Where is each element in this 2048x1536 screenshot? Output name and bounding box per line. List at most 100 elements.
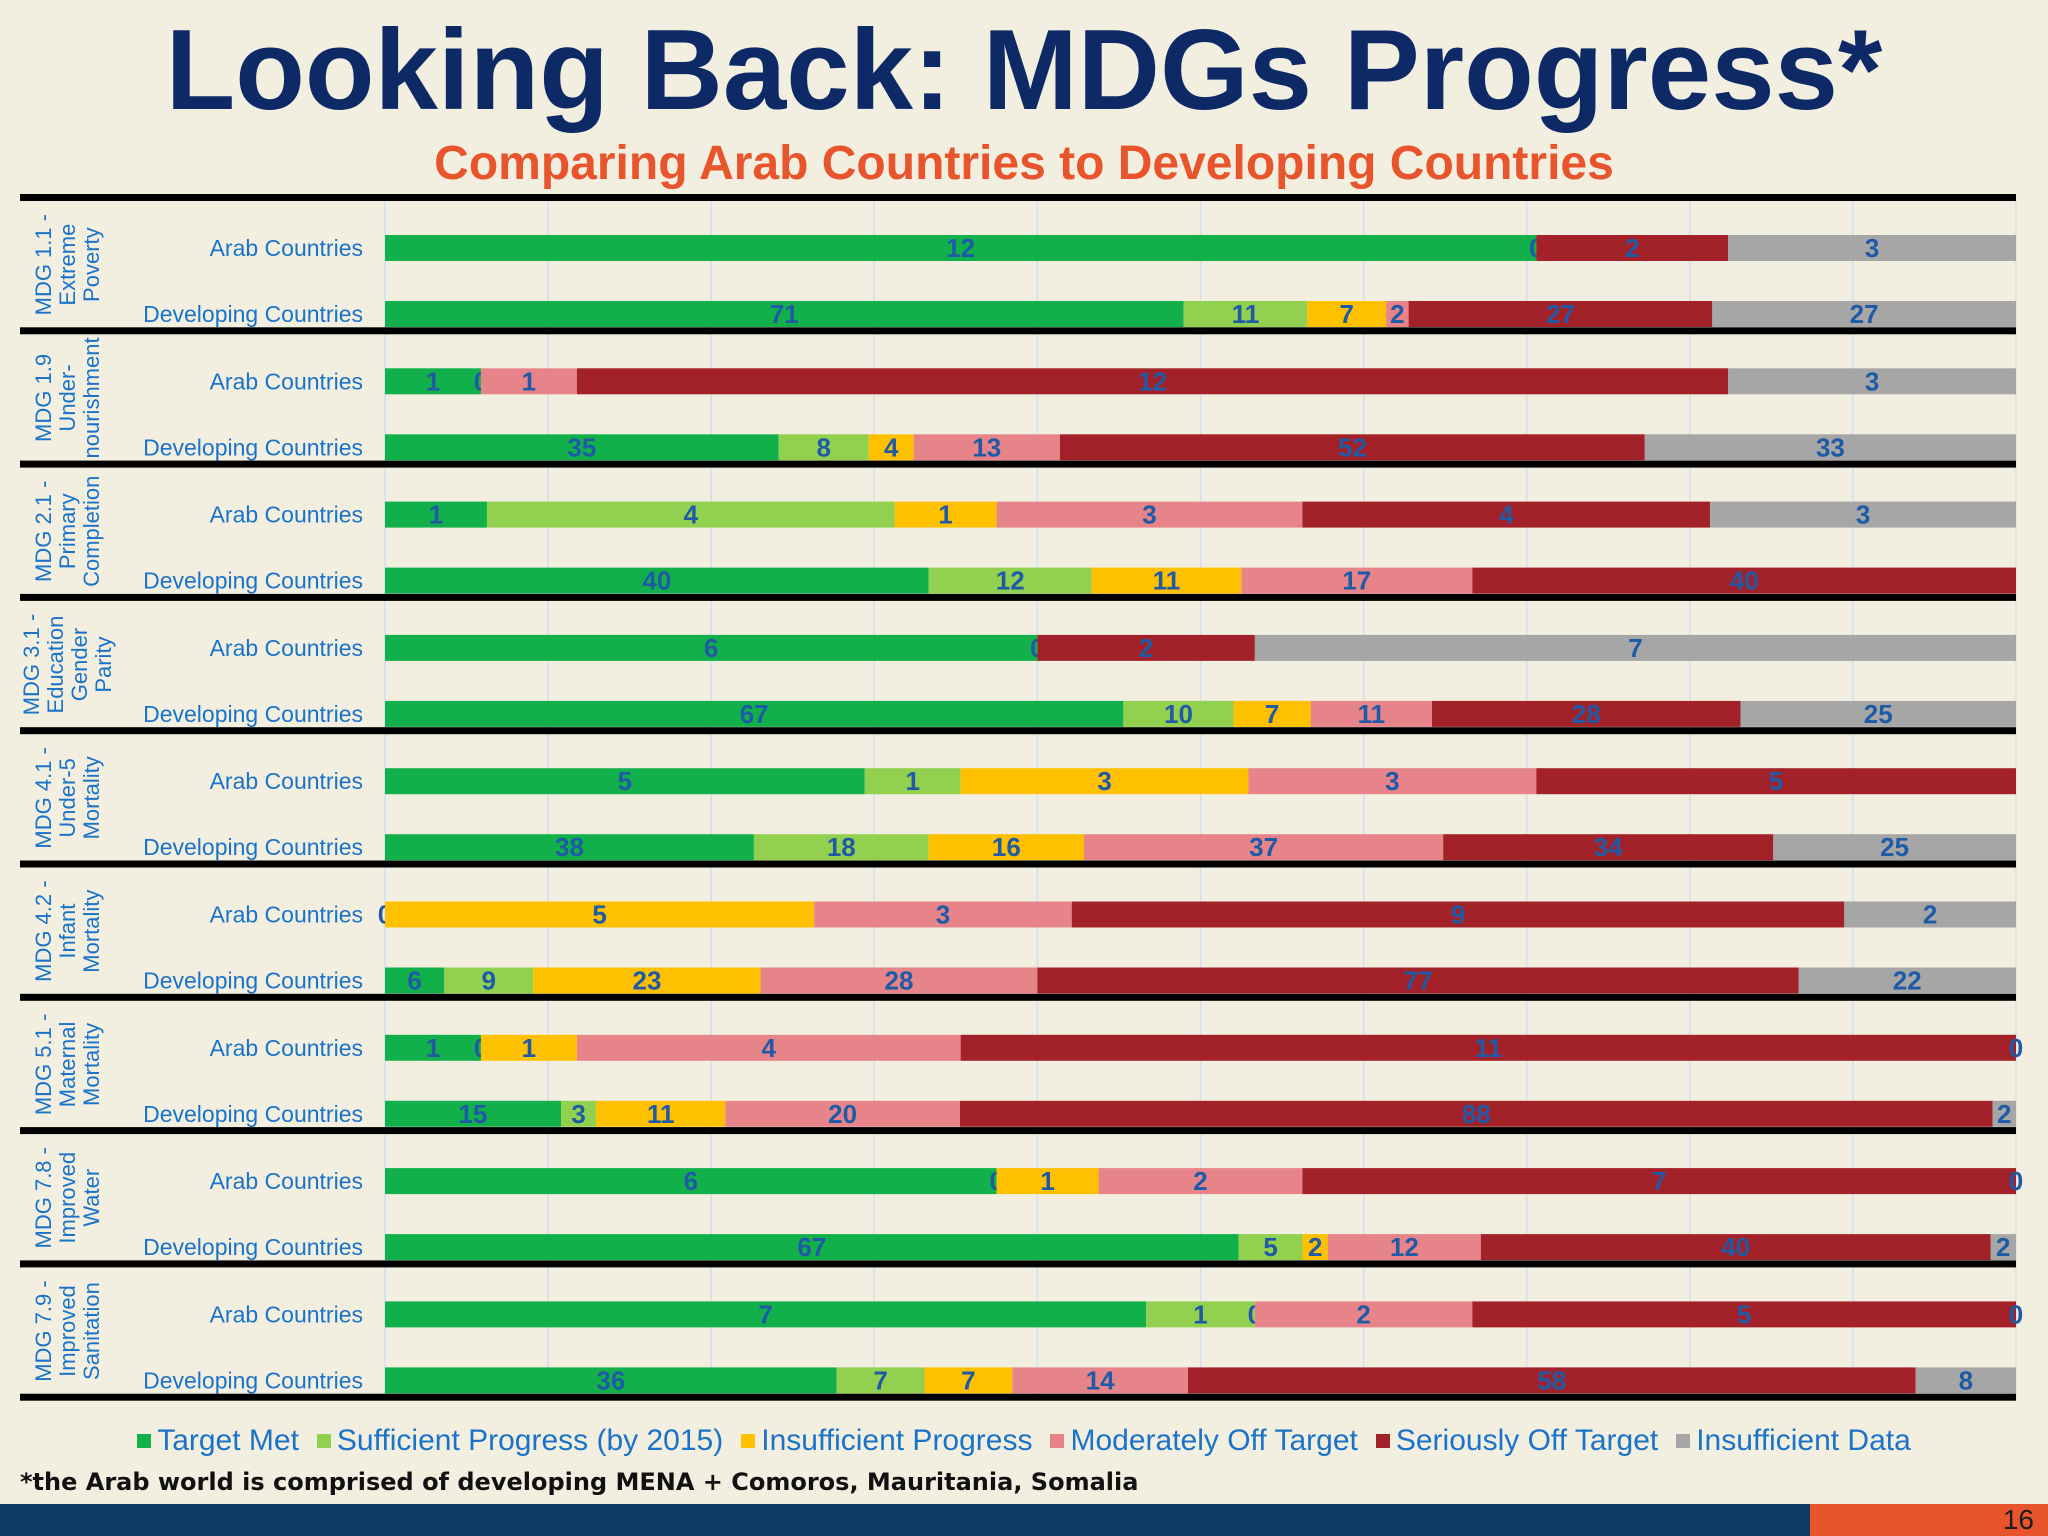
row-label: Developing Countries xyxy=(143,1234,363,1260)
data-label: 11 xyxy=(647,1099,675,1129)
group-label: MDG 4.1 -Under-5Mortality xyxy=(31,747,104,848)
data-label: 0 xyxy=(2009,1299,2023,1329)
group-separator xyxy=(20,860,2016,868)
group-separator xyxy=(20,593,2016,601)
bar-segment xyxy=(1472,1301,2016,1328)
data-label: 3 xyxy=(1142,500,1156,530)
legend-swatch xyxy=(316,1434,331,1448)
data-label: 2 xyxy=(1139,633,1153,663)
bar-segment xyxy=(385,368,481,395)
bar-segment xyxy=(1254,1301,1473,1328)
data-label: 4 xyxy=(884,432,899,462)
bar-segment xyxy=(1844,901,2016,928)
data-label: 5 xyxy=(1737,1299,1751,1329)
data-label: 2 xyxy=(1308,1232,1322,1262)
data-label: 2 xyxy=(1997,1099,2011,1129)
bar-segment xyxy=(1740,700,2016,727)
bar-segment xyxy=(385,1234,1239,1261)
row-label: Developing Countries xyxy=(143,301,363,327)
row-label: Developing Countries xyxy=(143,568,363,594)
data-label: 5 xyxy=(1769,766,1783,796)
legend-swatch xyxy=(1050,1434,1065,1448)
data-label: 16 xyxy=(992,832,1021,862)
footer-bar xyxy=(0,1504,2048,1536)
row-label: Developing Countries xyxy=(143,968,363,994)
row-label: Arab Countries xyxy=(210,902,363,928)
row-label: Arab Countries xyxy=(210,1168,363,1194)
bar-segment xyxy=(576,1034,961,1061)
data-label: 0 xyxy=(2009,1033,2023,1063)
bar-segment xyxy=(1123,700,1234,727)
data-label: 4 xyxy=(1499,500,1514,530)
data-label: 33 xyxy=(1816,432,1845,462)
data-label: 4 xyxy=(684,500,699,530)
data-label: 7 xyxy=(758,1299,772,1329)
bar-segment xyxy=(385,634,1038,661)
data-label: 23 xyxy=(632,966,661,996)
data-label: 1 xyxy=(905,766,919,796)
data-label: 6 xyxy=(407,966,421,996)
data-label: 2 xyxy=(1390,299,1404,329)
bar-segment xyxy=(1408,301,1713,327)
bar-segment xyxy=(1536,235,1729,261)
bar-segment xyxy=(725,1100,960,1127)
bar-segment xyxy=(480,368,577,395)
legend-label: Moderately Off Target xyxy=(1070,1424,1358,1457)
row-label: Developing Countries xyxy=(143,434,363,460)
data-label: 6 xyxy=(704,633,718,663)
data-label: 12 xyxy=(946,233,975,263)
data-label: 20 xyxy=(828,1099,857,1129)
bar-segment xyxy=(1238,1234,1303,1261)
bar-segment xyxy=(1431,700,1741,727)
bar-segment xyxy=(1302,501,1711,528)
bar-segment xyxy=(1443,834,1774,861)
data-label: 3 xyxy=(1865,233,1879,263)
data-label: 11 xyxy=(1475,1033,1503,1063)
data-label: 10 xyxy=(1164,699,1193,729)
bar-segment xyxy=(928,567,1092,594)
bar-segment xyxy=(960,1034,2017,1061)
bar-segment xyxy=(385,901,815,928)
row-label: Arab Countries xyxy=(210,502,363,528)
legend-item: Sufficient Progress (by 2015) xyxy=(316,1424,723,1458)
bar-segment xyxy=(1915,1367,2016,1394)
group-separator xyxy=(20,327,2016,335)
legend-swatch xyxy=(741,1434,756,1448)
data-label: 2 xyxy=(1996,1232,2010,1262)
row-label: Arab Countries xyxy=(210,1035,363,1061)
bar-segment xyxy=(913,434,1060,461)
data-label: 7 xyxy=(1265,699,1279,729)
legend-swatch xyxy=(1375,1434,1390,1448)
bar-segment xyxy=(1712,301,2016,327)
data-label: 9 xyxy=(482,966,496,996)
data-label: 14 xyxy=(1086,1365,1115,1395)
data-label: 38 xyxy=(555,832,584,862)
data-label: 67 xyxy=(797,1232,826,1262)
row-label: Developing Countries xyxy=(143,1101,363,1127)
bar-segment xyxy=(1327,1234,1481,1261)
data-label: 2 xyxy=(1193,1166,1207,1196)
data-label: 18 xyxy=(827,832,856,862)
bar-segment xyxy=(1990,1234,2016,1261)
bar-segment xyxy=(1480,1234,1991,1261)
group-separator xyxy=(20,1393,2016,1401)
data-label: 3 xyxy=(1097,766,1111,796)
bar-segment xyxy=(385,434,779,461)
bar-segment xyxy=(1472,567,2016,594)
row-label: Arab Countries xyxy=(210,768,363,794)
bar-segment xyxy=(596,1100,726,1127)
group-label: MDG 2.1 -PrimaryCompletion xyxy=(31,476,104,587)
bar-segment xyxy=(385,567,929,594)
data-label: 12 xyxy=(996,566,1025,596)
data-label: 11 xyxy=(1153,566,1181,596)
footnote: *the Arab world is comprised of developi… xyxy=(20,1468,1139,1496)
legend-label: Target Met xyxy=(157,1424,299,1457)
legend-item: Seriously Off Target xyxy=(1375,1424,1658,1458)
bar-segment xyxy=(760,967,1038,994)
bar-segment xyxy=(1071,901,1845,928)
legend-item: Target Met xyxy=(137,1424,299,1458)
bar-segment xyxy=(996,1168,1099,1195)
data-label: 1 xyxy=(522,366,536,396)
bar-segment xyxy=(1728,368,2016,395)
